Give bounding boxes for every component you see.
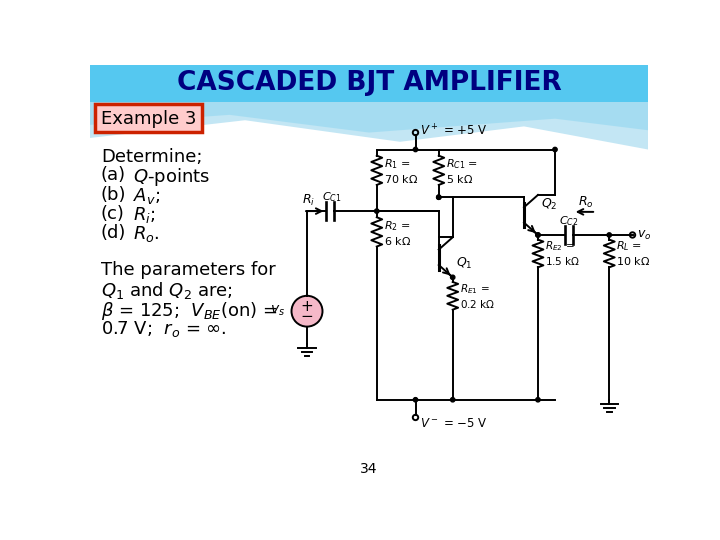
Text: $v_s$: $v_s$ (270, 304, 285, 319)
Text: The parameters for: The parameters for (101, 261, 276, 279)
Circle shape (536, 233, 540, 237)
Circle shape (451, 397, 455, 402)
Text: $R_i$: $R_i$ (302, 193, 315, 208)
Text: $Q$-points: $Q$-points (133, 166, 210, 188)
Text: $V^-$ = −5 V: $V^-$ = −5 V (420, 417, 487, 430)
Text: $Q_2$: $Q_2$ (541, 197, 557, 212)
FancyBboxPatch shape (90, 65, 648, 102)
Text: (b): (b) (101, 186, 126, 204)
Text: $Q_1$: $Q_1$ (456, 256, 472, 271)
Text: $V^+$ = +5 V: $V^+$ = +5 V (420, 123, 487, 139)
Text: $R_o$.: $R_o$. (133, 224, 160, 244)
Text: $R_1$ =
70 k$\Omega$: $R_1$ = 70 k$\Omega$ (384, 157, 418, 185)
Text: $R_{E2}$ =
1.5 k$\Omega$: $R_{E2}$ = 1.5 k$\Omega$ (545, 240, 580, 267)
Circle shape (292, 296, 323, 327)
Text: $R_o$: $R_o$ (578, 195, 594, 210)
FancyBboxPatch shape (90, 138, 648, 481)
Circle shape (553, 147, 557, 152)
Circle shape (413, 147, 418, 152)
Circle shape (413, 397, 418, 402)
Text: $\beta$ = 125;  $V_{BE}$(on) =: $\beta$ = 125; $V_{BE}$(on) = (101, 300, 277, 322)
Text: $R_L$ =
10 k$\Omega$: $R_L$ = 10 k$\Omega$ (616, 240, 650, 267)
Text: $R_2$ =
6 k$\Omega$: $R_2$ = 6 k$\Omega$ (384, 219, 411, 247)
FancyBboxPatch shape (94, 104, 202, 132)
Polygon shape (90, 102, 648, 132)
Circle shape (374, 209, 379, 213)
Text: $C_{C1}$: $C_{C1}$ (322, 190, 341, 204)
Text: $R_{C1}$ =
5 k$\Omega$: $R_{C1}$ = 5 k$\Omega$ (446, 157, 478, 185)
Text: $C_{C2}$: $C_{C2}$ (559, 214, 579, 228)
Text: (c): (c) (101, 205, 125, 223)
Text: $Q_1$ and $Q_2$ are;: $Q_1$ and $Q_2$ are; (101, 280, 233, 301)
Circle shape (607, 233, 611, 237)
Text: $A_v$;: $A_v$; (133, 186, 161, 206)
Circle shape (536, 233, 540, 237)
Text: 0.7 V;  $r_o$ = ∞.: 0.7 V; $r_o$ = ∞. (101, 319, 227, 339)
Text: $R_{E1}$ =
0.2 k$\Omega$: $R_{E1}$ = 0.2 k$\Omega$ (459, 282, 495, 310)
Text: −: − (301, 309, 313, 324)
Text: +: + (301, 299, 313, 314)
Text: CASCADED BJT AMPLIFIER: CASCADED BJT AMPLIFIER (176, 70, 562, 96)
Circle shape (536, 397, 540, 402)
Text: $v_o$: $v_o$ (637, 228, 652, 241)
Text: (a): (a) (101, 166, 126, 185)
Circle shape (451, 275, 455, 280)
Circle shape (436, 195, 441, 199)
Circle shape (436, 195, 441, 199)
Text: $R_i$;: $R_i$; (133, 205, 156, 225)
Text: 34: 34 (360, 462, 378, 476)
Polygon shape (90, 102, 648, 150)
Text: (d): (d) (101, 224, 126, 242)
Text: Example 3: Example 3 (101, 110, 197, 127)
Text: Determine;: Determine; (101, 148, 202, 166)
